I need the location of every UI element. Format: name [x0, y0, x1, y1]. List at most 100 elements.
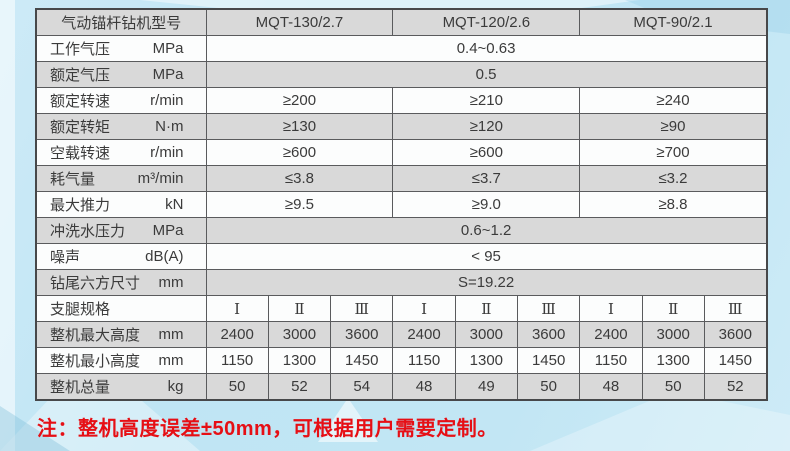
value-cell: ≤3.2 — [579, 165, 768, 192]
table-row: 工作气压 MPa 0.4~0.63 — [35, 35, 768, 62]
value-cell: 1150 — [392, 347, 456, 374]
row-unit: MPa — [152, 40, 184, 57]
value-cell: 2400 — [579, 321, 643, 348]
value-cell: ≥240 — [579, 87, 768, 114]
row-unit: mm — [158, 274, 184, 291]
row-label-wrap: 整机最小高度 mm — [37, 350, 205, 371]
value-cell: 1450 — [516, 347, 581, 374]
row-label: 额定转矩 — [50, 119, 111, 136]
value-cell: ≥600 — [392, 139, 581, 166]
value-cell: 52 — [703, 373, 768, 401]
value-cell: 0.5 — [205, 61, 768, 88]
value-cell: ≥200 — [205, 87, 394, 114]
row-label-wrap: 工作气压 MPa — [37, 38, 205, 59]
value-cell: Ⅰ — [205, 295, 269, 322]
value-cell: Ⅱ — [454, 295, 518, 322]
row-label-cell: 耗气量 m³/min — [35, 165, 207, 192]
value-cell: Ⅲ — [703, 295, 768, 322]
row-label-wrap: 空载转速 r/min — [37, 142, 205, 163]
row-label: 工作气压 — [50, 41, 111, 58]
value-cell: 52 — [267, 373, 332, 401]
value-cell: ≤3.7 — [392, 165, 581, 192]
row-label-wrap: 最大推力 kN — [37, 194, 205, 215]
row-label-cell: 空载转速 r/min — [35, 139, 207, 166]
row-label: 冲洗水压力 — [50, 223, 126, 240]
value-cell: 50 — [641, 373, 705, 401]
row-label: 整机总量 — [50, 379, 111, 396]
row-label-wrap: 额定转矩 N·m — [37, 116, 205, 137]
row-label-wrap: 钻尾六方尺寸 mm — [37, 272, 205, 293]
table-row: 额定气压 MPa 0.5 — [35, 61, 768, 88]
table-row: 整机最大高度 mm 2400 3000 3600 2400 3000 3600 2400 3000… — [35, 321, 768, 348]
value-cell: ≥130 — [205, 113, 394, 140]
value-cell: < 95 — [205, 243, 768, 270]
row-label-cell: 冲洗水压力 MPa — [35, 217, 207, 244]
value-cell: Ⅰ — [392, 295, 456, 322]
value-cell: 50 — [516, 373, 581, 401]
spec-table: 气动锚杆钻机型号 MQT-130/2.7 MQT-120/2.6 MQT-90/2.1… — [35, 8, 768, 401]
row-unit: m³/min — [137, 170, 184, 187]
row-label-wrap: 耗气量 m³/min — [37, 168, 205, 189]
value-cell: 3000 — [641, 321, 705, 348]
value-cell: Ⅰ — [579, 295, 643, 322]
row-label: 空载转速 — [50, 145, 111, 162]
value-cell: Ⅱ — [641, 295, 705, 322]
value-cell: 1150 — [579, 347, 643, 374]
value-cell: Ⅲ — [330, 295, 394, 322]
value-cell: ≥700 — [579, 139, 768, 166]
value-cell: 0.4~0.63 — [205, 35, 768, 62]
row-label-cell: 额定气压 MPa — [35, 61, 207, 88]
table-row: 整机总量 kg 50 52 54 48 49 50 48 50 52 — [35, 373, 768, 401]
value-cell: 3600 — [516, 321, 581, 348]
row-label-cell: 整机总量 kg — [35, 373, 207, 401]
value-cell: ≤3.8 — [205, 165, 394, 192]
row-label: 耗气量 — [50, 171, 96, 188]
table-row: 整机最小高度 mm 1150 1300 1450 1150 1300 1450 1150 1300… — [35, 347, 768, 374]
value-cell: 50 — [205, 373, 269, 401]
table-note: 注：整机高度误差±50mm，可根据用户需要定制。 — [37, 418, 498, 440]
row-label: 最大推力 — [50, 197, 111, 214]
value-cell: S=19.22 — [205, 269, 768, 296]
row-label-wrap: 噪声 dB(A) — [37, 246, 205, 267]
row-label: 噪声 — [50, 249, 81, 266]
value-cell: 2400 — [205, 321, 269, 348]
value-cell: ≥210 — [392, 87, 581, 114]
row-label-cell: 额定转速 r/min — [35, 87, 207, 114]
value-cell: Ⅲ — [516, 295, 581, 322]
table-row: 空载转速 r/min ≥600 ≥600 ≥700 — [35, 139, 768, 166]
table-row: 噪声 dB(A) < 95 — [35, 243, 768, 270]
row-label: 整机最小高度 — [50, 353, 141, 370]
table-row: 支腿规格 Ⅰ Ⅱ Ⅲ Ⅰ Ⅱ Ⅲ Ⅰ Ⅱ Ⅲ — [35, 295, 768, 322]
value-cell: 48 — [392, 373, 456, 401]
value-cell: Ⅱ — [267, 295, 332, 322]
value-cell: 3000 — [267, 321, 332, 348]
value-cell: 54 — [330, 373, 394, 401]
row-unit: r/min — [150, 92, 184, 109]
row-label-cell: 工作气压 MPa — [35, 35, 207, 62]
table-title-cell: 气动锚杆钻机型号 — [35, 8, 207, 36]
row-label-wrap: 额定转速 r/min — [37, 90, 205, 111]
table-row: 额定转矩 N·m ≥130 ≥120 ≥90 — [35, 113, 768, 140]
value-cell: 1300 — [641, 347, 705, 374]
row-label-wrap: 额定气压 MPa — [37, 64, 205, 85]
spec-table-body: 气动锚杆钻机型号 MQT-130/2.7 MQT-120/2.6 MQT-90/2.1… — [35, 8, 768, 401]
row-unit: dB(A) — [145, 248, 184, 265]
row-label-cell: 额定转矩 N·m — [35, 113, 207, 140]
table-row: 钻尾六方尺寸 mm S=19.22 — [35, 269, 768, 296]
row-label-cell: 最大推力 kN — [35, 191, 207, 218]
table-row: 额定转速 r/min ≥200 ≥210 ≥240 — [35, 87, 768, 114]
value-cell: ≥600 — [205, 139, 394, 166]
value-cell: 49 — [454, 373, 518, 401]
model-header-cell-2: MQT-120/2.6 — [392, 8, 581, 36]
value-cell: 3600 — [330, 321, 394, 348]
row-unit: MPa — [152, 66, 184, 83]
row-label: 额定转速 — [50, 93, 111, 110]
value-cell: 1450 — [330, 347, 394, 374]
row-label-cell: 整机最小高度 mm — [35, 347, 207, 374]
table-header-row: 气动锚杆钻机型号 MQT-130/2.7 MQT-120/2.6 MQT-90/2.1 — [35, 8, 768, 36]
value-cell: 1450 — [703, 347, 768, 374]
value-cell: ≥120 — [392, 113, 581, 140]
row-unit: MPa — [152, 222, 184, 239]
row-label-cell: 整机最大高度 mm — [35, 321, 207, 348]
row-label-cell: 支腿规格 — [35, 295, 207, 322]
